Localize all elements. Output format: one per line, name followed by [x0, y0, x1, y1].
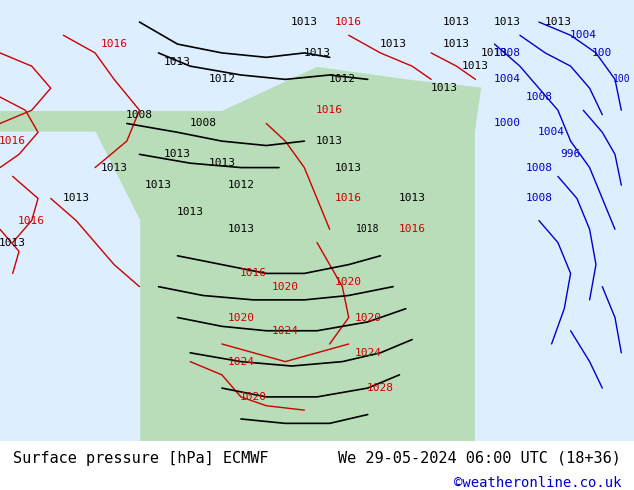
Text: 1013: 1013 — [545, 17, 571, 27]
Text: 1013: 1013 — [209, 158, 235, 168]
Text: 1028: 1028 — [367, 383, 394, 393]
Text: 1013: 1013 — [462, 61, 489, 71]
Text: 1008: 1008 — [526, 194, 552, 203]
Text: 1008: 1008 — [190, 119, 216, 128]
Polygon shape — [0, 0, 495, 110]
Text: 1016: 1016 — [316, 105, 343, 115]
Text: 1013: 1013 — [304, 48, 330, 58]
Text: 1024: 1024 — [228, 357, 254, 367]
Text: 1013: 1013 — [316, 136, 343, 146]
Polygon shape — [476, 0, 634, 441]
Text: 1012: 1012 — [209, 74, 235, 84]
Text: 1000: 1000 — [494, 119, 521, 128]
Text: 1016: 1016 — [335, 194, 362, 203]
Text: 1004: 1004 — [570, 30, 597, 40]
Text: 1013: 1013 — [399, 194, 425, 203]
Text: 1016: 1016 — [399, 224, 425, 234]
Polygon shape — [0, 406, 95, 441]
Text: 1013: 1013 — [335, 163, 362, 172]
Text: 1016: 1016 — [0, 136, 26, 146]
Text: 996: 996 — [560, 149, 581, 159]
Text: 1008: 1008 — [126, 110, 153, 120]
Text: 1013: 1013 — [494, 17, 521, 27]
Text: We 29-05-2024 06:00 UTC (18+36): We 29-05-2024 06:00 UTC (18+36) — [339, 451, 621, 465]
Text: 1018: 1018 — [356, 224, 380, 234]
Text: 1020: 1020 — [335, 277, 362, 287]
Text: 1024: 1024 — [354, 348, 381, 358]
Text: 1020: 1020 — [228, 313, 254, 322]
Text: 1020: 1020 — [354, 313, 381, 322]
Text: 100: 100 — [612, 74, 630, 84]
Text: 1013: 1013 — [0, 238, 26, 247]
Text: 1016: 1016 — [335, 17, 362, 27]
Text: 1013: 1013 — [481, 48, 508, 58]
Text: 1020: 1020 — [240, 392, 267, 402]
Text: 1016: 1016 — [240, 269, 267, 278]
Text: 100: 100 — [592, 48, 612, 58]
Text: 1012: 1012 — [329, 74, 356, 84]
Text: 1016: 1016 — [18, 216, 45, 225]
Text: 1008: 1008 — [494, 48, 521, 58]
Polygon shape — [0, 132, 139, 441]
Text: 1024: 1024 — [272, 326, 299, 336]
Text: 1008: 1008 — [526, 92, 552, 102]
Text: 1004: 1004 — [494, 74, 521, 84]
Text: 1013: 1013 — [443, 39, 470, 49]
Text: 1013: 1013 — [63, 194, 89, 203]
Text: 1013: 1013 — [164, 57, 191, 67]
Text: 1013: 1013 — [443, 17, 470, 27]
Text: 1013: 1013 — [228, 224, 254, 234]
Text: ©weatheronline.co.uk: ©weatheronline.co.uk — [454, 476, 621, 490]
Text: Surface pressure [hPa] ECMWF: Surface pressure [hPa] ECMWF — [13, 451, 268, 465]
Text: 1013: 1013 — [164, 149, 191, 159]
Text: 1013: 1013 — [291, 17, 318, 27]
Text: 1013: 1013 — [101, 163, 127, 172]
Text: 1013: 1013 — [145, 180, 172, 190]
Text: 1004: 1004 — [538, 127, 565, 137]
Text: 1013: 1013 — [430, 83, 457, 93]
Text: 1013: 1013 — [380, 39, 406, 49]
Text: 1016: 1016 — [101, 39, 127, 49]
Text: 1013: 1013 — [177, 207, 204, 217]
Text: 1020: 1020 — [272, 282, 299, 292]
Text: 1012: 1012 — [228, 180, 254, 190]
Text: 1008: 1008 — [526, 163, 552, 172]
